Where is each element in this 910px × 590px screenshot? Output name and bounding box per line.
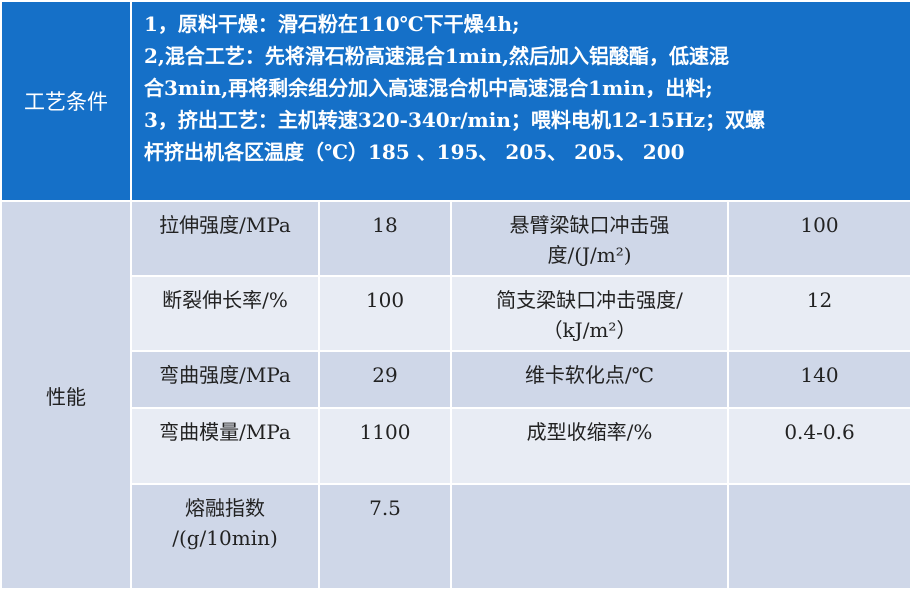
- process-conditions-row: 工艺条件 1，原料干燥：滑石粉在110℃下干燥4h; 2,混合工艺：先将滑石粉高…: [0, 0, 910, 202]
- process-conditions-label: 工艺条件: [0, 0, 132, 202]
- property-value: 18: [318, 200, 452, 277]
- condition-line: 1，原料干燥：滑石粉在110℃下干燥4h;: [144, 12, 520, 36]
- condition-line: 杆挤出机各区温度（℃）185 、195、 205、 205、 200: [144, 140, 685, 164]
- property-name: 弯曲模量/MPa: [130, 407, 320, 485]
- property-name: 拉伸强度/MPa: [130, 200, 320, 277]
- property-name: 成型收缩率/%: [450, 407, 729, 485]
- property-name: 断裂伸长率/%: [130, 275, 320, 352]
- table-row: 性能 拉伸强度/MPa 18 悬臂梁缺口冲击强度/(J/m²) 100: [0, 200, 910, 590]
- performance-label: 性能: [0, 200, 132, 590]
- property-value: 100: [726, 200, 910, 277]
- property-value: 29: [318, 350, 452, 409]
- table-row: 断裂伸长率/% 100 简支梁缺口冲击强度/（kJ/m²） 12: [1, 275, 910, 352]
- process-conditions-text: 1，原料干燥：滑石粉在110℃下干燥4h; 2,混合工艺：先将滑石粉高速混合1m…: [129, 0, 910, 202]
- property-value: 12: [726, 275, 910, 352]
- property-value: 1100: [318, 407, 452, 485]
- table-row: 熔融指数/(g/10min) 7.5: [1, 483, 910, 590]
- property-name: 熔融指数/(g/10min): [130, 483, 320, 590]
- property-value: 140: [726, 350, 910, 409]
- table-row: 弯曲强度/MPa 29 维卡软化点/℃ 140: [1, 350, 910, 409]
- property-name: 悬臂梁缺口冲击强度/(J/m²): [450, 200, 729, 277]
- empty-cell: [450, 483, 729, 590]
- property-name: 维卡软化点/℃: [450, 350, 729, 409]
- property-name: 简支梁缺口冲击强度/（kJ/m²）: [450, 275, 729, 352]
- condition-line: 3，挤出工艺：主机转速320-340r/min；喂料电机12-15Hz；双螺: [144, 108, 766, 132]
- condition-line: 2,混合工艺：先将滑石粉高速混合1min,然后加入铝酸酯，低速混: [144, 44, 730, 68]
- table-row: 弯曲模量/MPa 1100 成型收缩率/% 0.4-0.6: [1, 407, 910, 485]
- property-value: 100: [318, 275, 452, 352]
- empty-cell: [726, 483, 910, 590]
- condition-line: 合3min,再将剩余组分加入高速混合机中高速混合1min，出料;: [144, 76, 713, 100]
- property-value: 0.4-0.6: [726, 407, 910, 485]
- property-name: 弯曲强度/MPa: [130, 350, 320, 409]
- property-value: 7.5: [318, 483, 452, 590]
